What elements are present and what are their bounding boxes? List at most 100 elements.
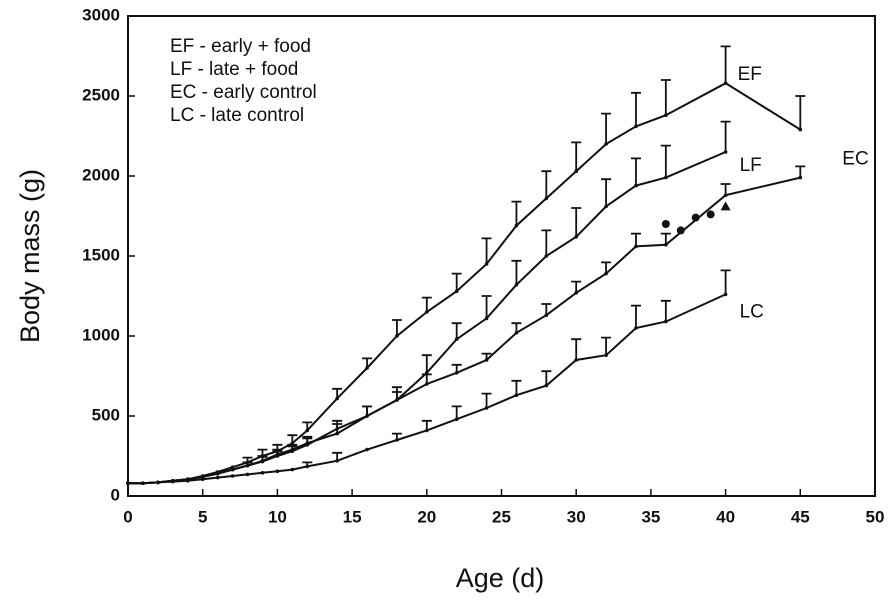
data-point (275, 469, 280, 474)
y-axis-title: Body mass (g) (15, 169, 45, 343)
error-bar (630, 91, 641, 127)
error-bar (511, 259, 522, 285)
error-bar (660, 79, 671, 116)
error-bar (511, 322, 522, 333)
error-bar (332, 423, 343, 434)
data-point (245, 463, 250, 468)
dot-point (691, 213, 700, 222)
error-bar (272, 448, 283, 455)
x-tick-label: 35 (641, 507, 660, 526)
error-bar (391, 386, 402, 400)
data-point (230, 467, 235, 472)
error-bar (242, 461, 253, 466)
error-bar (630, 232, 641, 247)
data-point (200, 477, 205, 482)
data-point (185, 479, 190, 483)
data-point (141, 481, 145, 486)
dot-point (676, 226, 685, 235)
error-bar (720, 120, 731, 152)
error-bar (481, 352, 492, 360)
series-line (128, 82, 801, 485)
x-tick-label: 30 (567, 507, 586, 526)
x-tick-label: 25 (492, 507, 511, 526)
error-bar (421, 373, 432, 384)
error-bar (571, 207, 582, 237)
x-tick-label: 45 (791, 507, 810, 526)
triangle-point (720, 201, 731, 211)
data-point (156, 480, 160, 485)
x-tick-label: 20 (417, 507, 436, 526)
error-bar (451, 272, 462, 292)
error-bar (391, 319, 402, 336)
error-bar (571, 280, 582, 293)
legend-entry: LC - late control (170, 105, 304, 126)
series-end-label: EC (842, 149, 868, 170)
y-tick-label: 2000 (82, 165, 120, 184)
x-tick-label: 50 (866, 507, 885, 526)
error-bar (332, 451, 343, 461)
series-line (128, 176, 801, 485)
legend-entry: EC - early control (170, 82, 317, 103)
dot-point (661, 220, 670, 228)
error-bar (257, 448, 268, 456)
error-bar (511, 379, 522, 396)
x-tick-label: 5 (198, 507, 207, 526)
error-bar (511, 200, 522, 226)
error-bar (481, 237, 492, 264)
error-bar (660, 232, 671, 245)
error-bar (362, 357, 373, 368)
error-bar (601, 336, 612, 356)
error-bar (362, 405, 373, 416)
error-bar (451, 322, 462, 340)
error-bar (421, 354, 432, 373)
error-bar (302, 435, 313, 444)
error-bar (630, 304, 641, 328)
data-point (290, 467, 295, 472)
error-bar (257, 455, 268, 461)
data-point (171, 479, 175, 484)
error-bar (541, 370, 552, 386)
series-end-label: LC (740, 301, 764, 322)
error-bar (660, 144, 671, 178)
error-bar (601, 112, 612, 144)
x-tick-label: 10 (268, 507, 287, 526)
error-bar (481, 392, 492, 408)
y-tick-label: 0 (111, 485, 120, 504)
error-bar (451, 363, 462, 373)
data-point (215, 471, 220, 476)
legend-entry: LF - late + food (170, 59, 298, 80)
error-bar (630, 157, 641, 186)
legend-entry: EF - early + food (170, 36, 311, 57)
y-tick-label: 1000 (82, 325, 120, 344)
error-bar (795, 165, 806, 178)
error-bar (660, 299, 671, 322)
error-bar (481, 295, 492, 319)
data-point (230, 474, 235, 478)
error-bar (332, 387, 343, 399)
series-end-label: LF (740, 155, 762, 176)
y-tick-label: 1500 (82, 245, 120, 264)
y-tick-label: 3000 (82, 5, 120, 24)
error-bar (302, 421, 313, 431)
dot-point (706, 210, 715, 219)
x-tick-label: 0 (123, 507, 132, 526)
error-bar (451, 405, 462, 420)
y-tick-label: 500 (92, 405, 120, 424)
x-tick-label: 15 (343, 507, 362, 526)
data-point (260, 471, 265, 475)
error-bar (421, 419, 432, 431)
error-bar (571, 338, 582, 360)
error-bar (720, 269, 731, 295)
error-bar (391, 432, 402, 440)
error-bar (541, 170, 552, 199)
error-bar (571, 141, 582, 172)
data-point (245, 472, 250, 477)
error-bar (720, 183, 731, 196)
y-tick-label: 2500 (82, 85, 120, 104)
data-point (365, 447, 369, 452)
error-bar (302, 461, 313, 467)
data-point (126, 481, 130, 486)
series-end-label: EF (738, 64, 762, 85)
error-bar (601, 178, 612, 207)
